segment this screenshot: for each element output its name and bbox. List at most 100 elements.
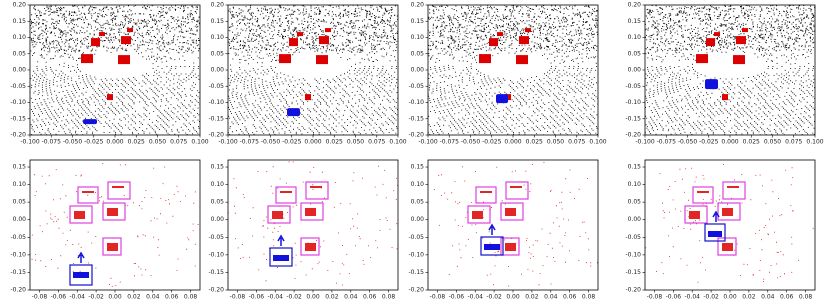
blue-arrow: [488, 223, 496, 235]
x-tick-label: -0.025: [84, 139, 104, 146]
y-tick-label: -0.15: [625, 269, 641, 276]
blue-arrow: [277, 234, 285, 246]
red-object: [497, 32, 503, 37]
y-tick-label: 0.00: [211, 67, 225, 74]
red-cluster: [510, 186, 522, 188]
y-tick-label: 0.10: [628, 34, 642, 41]
red-object: [118, 55, 130, 65]
x-tick-label: 0.04: [761, 294, 775, 301]
x-tick-label: 0.00: [506, 294, 520, 301]
x-tick-label: 0.000: [106, 139, 123, 146]
red-object: [316, 55, 328, 65]
x-tick-label: -0.075: [657, 139, 677, 146]
y-tick-label: 0.05: [411, 50, 425, 57]
x-tick-label: 0.050: [764, 139, 781, 146]
y-tick-label: -0.05: [10, 234, 26, 241]
x-tick-label: 0.075: [568, 139, 585, 146]
y-tick-label: -0.10: [208, 251, 224, 258]
x-tick-label: -0.050: [461, 139, 481, 146]
magenta-box: [684, 205, 708, 224]
y-tick-label: -0.05: [408, 83, 424, 90]
y-tick-label: 0.20: [411, 2, 425, 9]
y-tick-label: 0.15: [411, 164, 425, 171]
x-tick-label: 0.000: [504, 139, 521, 146]
y-tick-label: -0.15: [208, 269, 224, 276]
x-tick-label: 0.08: [184, 294, 198, 301]
y-tick-label: 0.00: [411, 216, 425, 223]
sparse-points: [428, 162, 598, 287]
blue-object: [287, 108, 300, 117]
x-tick-label: -0.050: [678, 139, 698, 146]
magenta-box: [300, 237, 320, 256]
red-cluster: [480, 191, 492, 193]
y-tick-label: 0.00: [13, 216, 27, 223]
y-tick-label: 0.15: [411, 18, 425, 25]
x-tick-label: 0.075: [785, 139, 802, 146]
y-tick-label: -0.10: [408, 99, 424, 106]
red-object: [479, 54, 491, 64]
blue-arrow: [77, 251, 85, 263]
red-cluster: [310, 186, 322, 188]
x-tick-label: 0.000: [304, 139, 321, 146]
y-tick-label: -0.15: [10, 269, 26, 276]
x-tick-label: -0.025: [482, 139, 502, 146]
x-tick-label: -0.06: [449, 294, 465, 301]
x-tick-label: 0.075: [368, 139, 385, 146]
y-tick-label: -0.15: [208, 115, 224, 122]
magenta-box: [475, 186, 497, 204]
x-tick-label: 0.075: [170, 139, 187, 146]
x-tick-label: 0.06: [363, 294, 377, 301]
x-tick-label: -0.100: [418, 139, 438, 146]
frame: [427, 159, 599, 291]
magenta-box: [500, 202, 524, 221]
blue-cluster: [484, 244, 500, 250]
y-tick-label: -0.10: [625, 99, 641, 106]
magenta-box: [722, 181, 746, 200]
y-tick-label: 0.15: [628, 164, 642, 171]
y-tick-label: 0.05: [628, 199, 642, 206]
y-tick-label: -0.10: [625, 251, 641, 258]
plot-area: [645, 164, 814, 283]
magenta-box: [500, 237, 520, 256]
x-tick-label: -0.08: [647, 294, 663, 301]
y-tick-label: -0.20: [208, 287, 224, 294]
y-tick-label: 0.10: [411, 34, 425, 41]
y-tick-label: 0.10: [628, 181, 642, 188]
magenta-box: [102, 202, 126, 221]
x-tick-label: 0.08: [799, 294, 813, 301]
plot-area: [228, 5, 398, 135]
x-tick-label: -0.100: [218, 139, 238, 146]
y-tick-label: 0.00: [628, 216, 642, 223]
x-tick-label: -0.08: [230, 294, 246, 301]
point-cloud: [428, 5, 598, 135]
blue-object: [83, 119, 97, 125]
y-tick-label: 0.00: [411, 67, 425, 74]
blue-arrow: [712, 210, 720, 222]
panel: -0.08 -0.06 -0.04 -0.02 0.00 0.02 0.04 0.06 0.08…: [625, 159, 816, 301]
x-tick-label: 0.025: [743, 139, 760, 146]
red-cluster: [112, 186, 124, 188]
y-tick-label: 0.15: [628, 18, 642, 25]
y-tick-label: -0.05: [208, 83, 224, 90]
panel: -0.100 -0.075 -0.050 -0.025 0.000 0.025 0.050 0…: [10, 2, 208, 146]
red-cluster: [722, 243, 733, 251]
empty-center: [477, 54, 549, 79]
x-tick-label: 0.025: [326, 139, 343, 146]
magenta-box: [107, 181, 131, 200]
magenta-box: [467, 205, 491, 224]
y-tick-label: 0.05: [13, 199, 27, 206]
x-tick-label: -0.050: [63, 139, 83, 146]
y-tick-label: -0.15: [10, 115, 26, 122]
x-tick-label: -0.02: [486, 294, 502, 301]
red-cluster: [272, 211, 283, 219]
panel: -0.100 -0.075 -0.050 -0.025 0.000 0.025 0.050 0…: [208, 2, 406, 146]
y-tick-label: 0.05: [628, 50, 642, 57]
y-tick-label: 0.20: [211, 2, 225, 9]
point-cloud: [30, 5, 200, 135]
red-cluster: [74, 211, 85, 219]
blue-box: [69, 264, 93, 286]
blue-cluster: [73, 272, 89, 278]
red-object: [706, 38, 715, 47]
y-tick-label: 0.20: [13, 2, 27, 9]
x-tick-label: -0.04: [69, 294, 85, 301]
